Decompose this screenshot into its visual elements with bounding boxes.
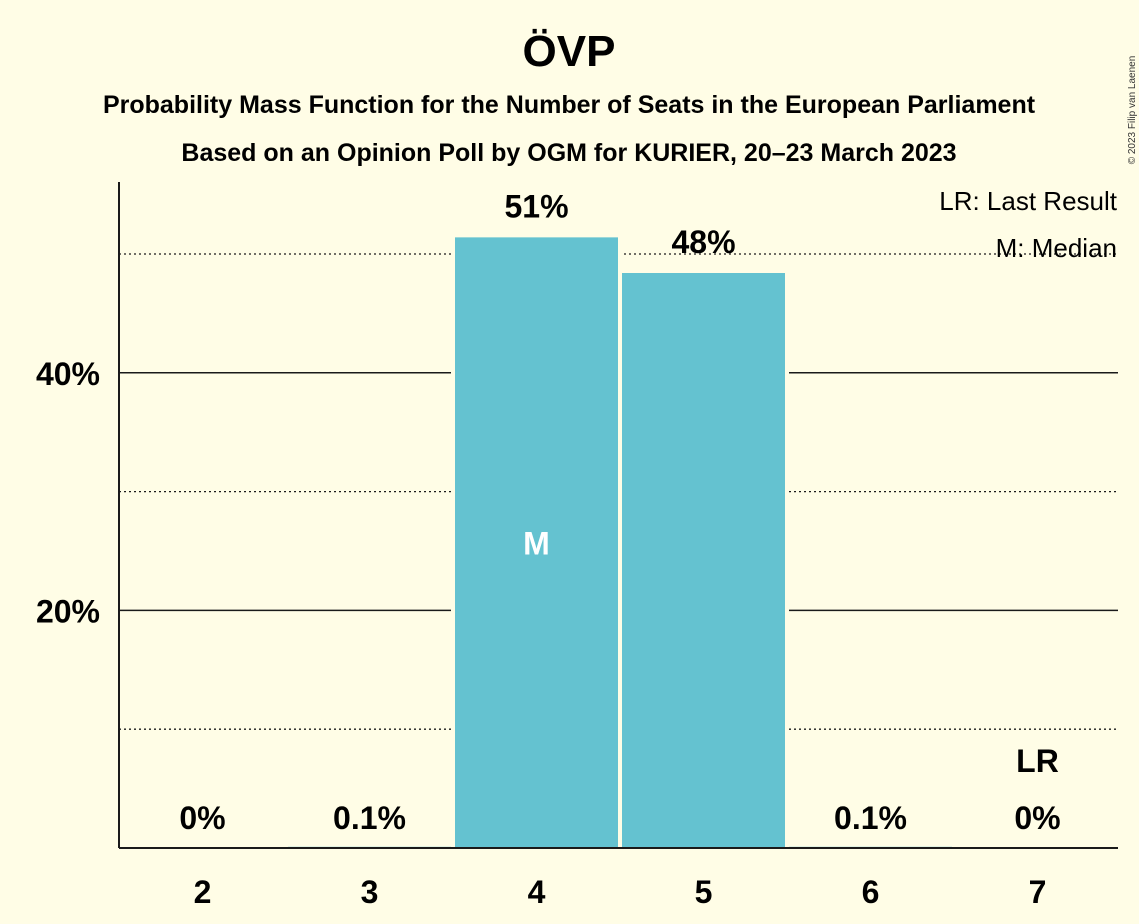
copyright: © 2023 Filip van Laenen bbox=[1127, 56, 1138, 165]
last-result-marker: LR bbox=[1016, 743, 1059, 779]
data-labels: 0% 0.1% 51% M 48% 0.1% 0% LR bbox=[179, 188, 1060, 836]
bar-value-label: 48% bbox=[671, 224, 735, 260]
y-tick-label: 20% bbox=[36, 593, 100, 629]
chart-subtitle-2: Based on an Opinion Poll by OGM for KURI… bbox=[181, 139, 956, 167]
x-tick-label: 2 bbox=[194, 874, 212, 910]
x-tick-label: 5 bbox=[695, 874, 713, 910]
bar-value-label: 51% bbox=[504, 188, 568, 224]
legend-last-result: LR: Last Result bbox=[939, 186, 1118, 216]
bar bbox=[622, 273, 785, 848]
chart-title: ÖVP bbox=[523, 27, 616, 76]
median-marker: M bbox=[523, 526, 550, 562]
x-tick-label: 3 bbox=[361, 874, 379, 910]
axes: 20% 40% 2 3 4 5 6 7 bbox=[36, 182, 1118, 910]
bar bbox=[455, 237, 618, 849]
chart-subtitle-1: Probability Mass Function for the Number… bbox=[103, 91, 1036, 119]
bars bbox=[284, 237, 956, 849]
x-tick-label: 4 bbox=[528, 874, 546, 910]
x-tick-label: 7 bbox=[1029, 874, 1047, 910]
bar-value-label: 0.1% bbox=[333, 800, 406, 836]
legend-median: M: Median bbox=[996, 233, 1117, 263]
bar-value-label: 0% bbox=[179, 800, 225, 836]
bar-value-label: 0% bbox=[1014, 800, 1060, 836]
bar-value-label: 0.1% bbox=[834, 800, 907, 836]
x-tick-label: 6 bbox=[862, 874, 880, 910]
y-tick-label: 40% bbox=[36, 356, 100, 392]
